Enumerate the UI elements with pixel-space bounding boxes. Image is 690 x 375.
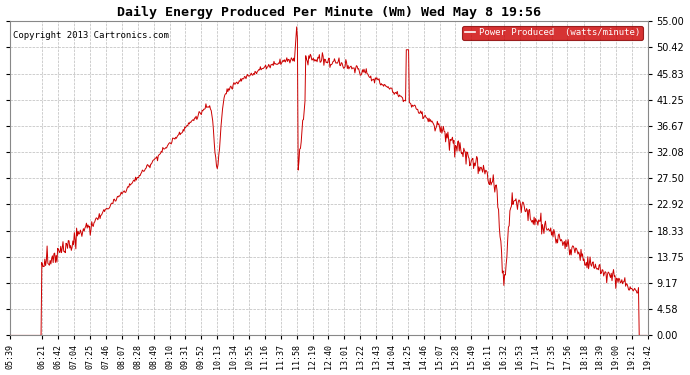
Title: Daily Energy Produced Per Minute (Wm) Wed May 8 19:56: Daily Energy Produced Per Minute (Wm) We…: [117, 6, 541, 19]
Text: Copyright 2013 Cartronics.com: Copyright 2013 Cartronics.com: [13, 31, 169, 40]
Legend: Power Produced  (watts/minute): Power Produced (watts/minute): [462, 26, 643, 40]
